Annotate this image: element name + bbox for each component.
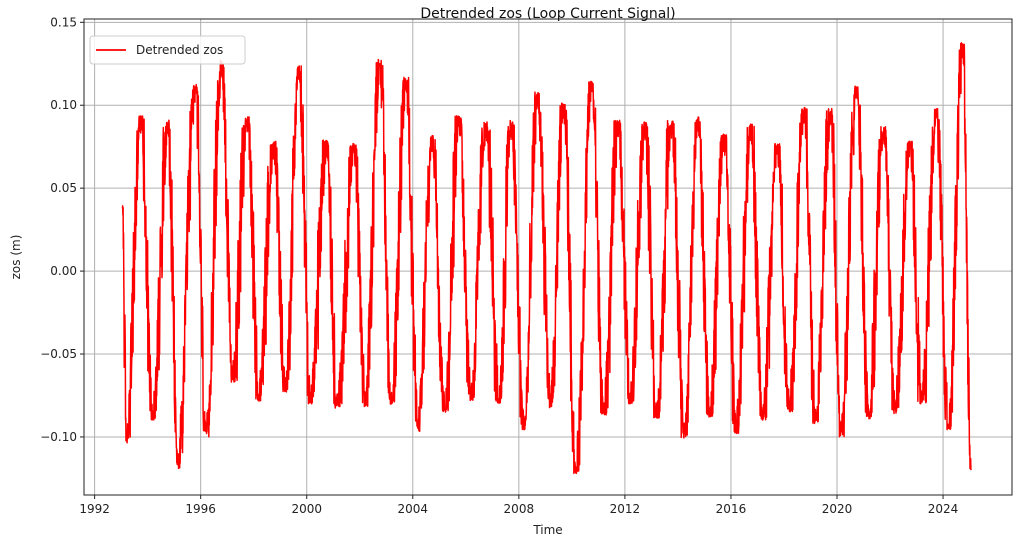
x-tick-label: 2008 [504,502,535,516]
x-tick-label: 2004 [398,502,429,516]
x-tick-label: 1996 [185,502,216,516]
series-layer [121,42,972,475]
y-tick-label: 0.00 [50,264,77,278]
y-tick-label: 0.05 [50,181,77,195]
y-tick-label: −0.05 [40,347,77,361]
plot-area-frame [83,18,1013,496]
x-tick-label: 2000 [291,502,322,516]
y-tick-label: 0.15 [50,15,77,29]
x-tick-label: 2016 [716,502,747,516]
x-tick-label: 2012 [610,502,641,516]
chart-title: Detrended zos (Loop Current Signal) [420,6,675,22]
tick-layer: 1992 1996 2000 2004 2008 2012 2016 2020 2024 −0.1… [40,15,958,516]
x-tick-label: 2024 [928,502,959,516]
y-tick-label: 0.10 [50,98,77,112]
series-line-detrended-zos [121,42,972,475]
x-tick-label: 1992 [79,502,110,516]
legend: Detrended zos [89,35,246,65]
x-tick-label: 2020 [822,502,853,516]
y-tick-label: −0.10 [40,430,77,444]
legend-box [89,35,246,65]
legend-label: Detrended zos [136,43,223,57]
x-axis-label: Time [532,523,562,537]
y-axis-label: zos (m) [9,235,23,280]
